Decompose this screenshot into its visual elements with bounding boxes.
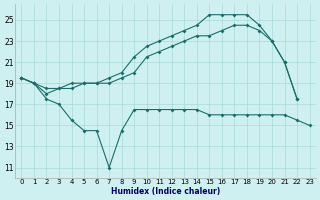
X-axis label: Humidex (Indice chaleur): Humidex (Indice chaleur) xyxy=(111,187,220,196)
